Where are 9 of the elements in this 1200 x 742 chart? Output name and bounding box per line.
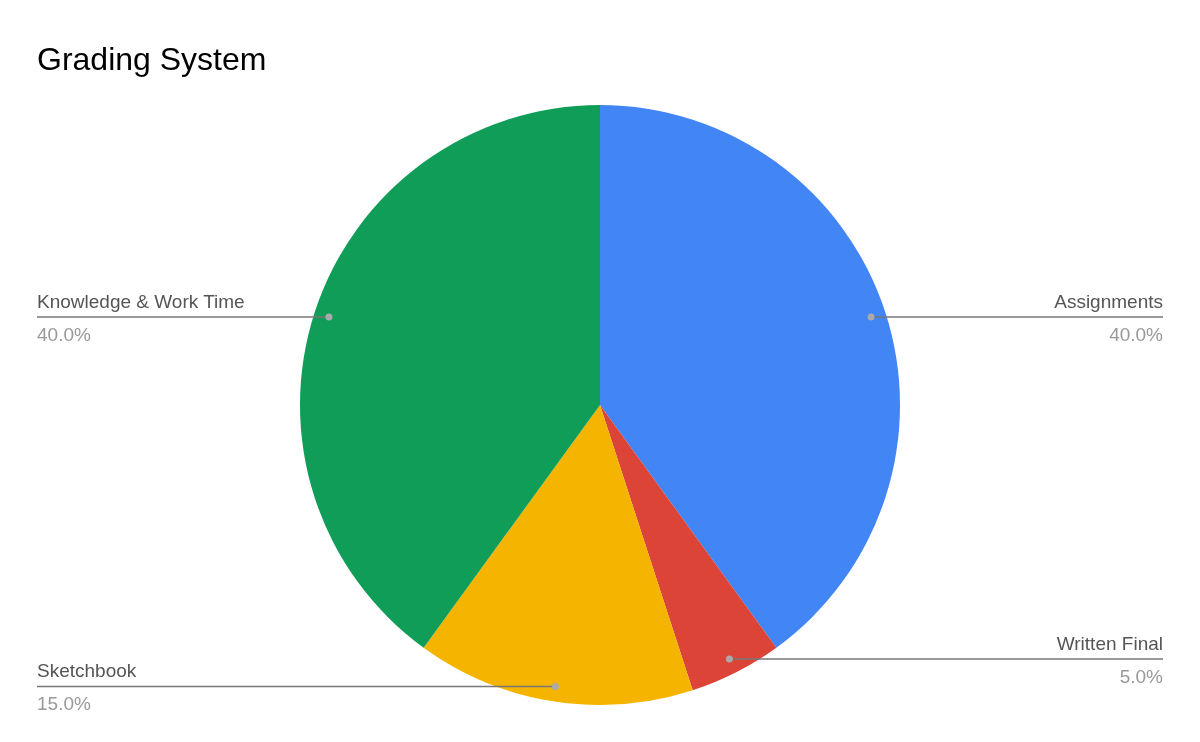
slice-label: Assignments (1054, 290, 1163, 312)
chart-title: Grading System (37, 41, 267, 77)
data-label: 5.0% (1119, 665, 1164, 687)
data-label: 15.0% (37, 693, 91, 715)
slice-label: Written Final (1056, 632, 1163, 654)
data-label: 40.0% (1109, 323, 1164, 345)
slice-label: Knowledge & Work Time (37, 290, 245, 312)
data-label: 40.0% (37, 323, 91, 345)
slice-label: Sketchbook (37, 660, 137, 682)
